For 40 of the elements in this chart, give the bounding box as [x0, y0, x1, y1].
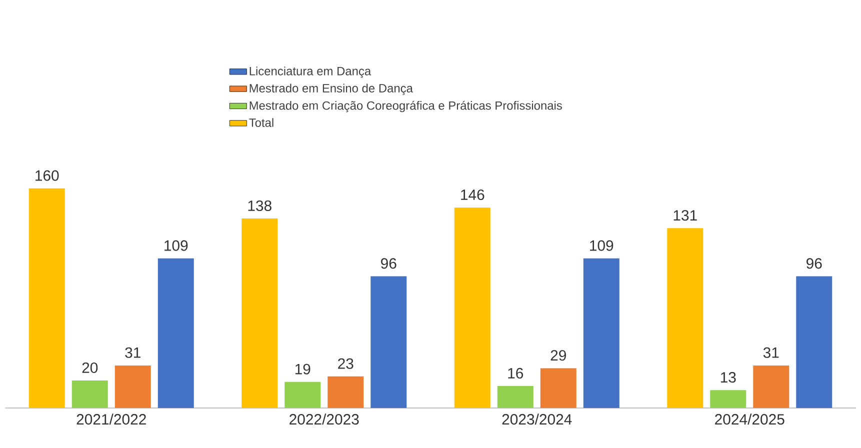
legend-label: Total [249, 118, 274, 127]
data-label: 16 [508, 368, 524, 379]
data-label: 160 [36, 170, 59, 181]
bar [540, 368, 576, 408]
bar [497, 386, 534, 408]
legend-label: Licenciatura em Dança [250, 66, 372, 78]
data-label: 13 [720, 372, 736, 383]
legend-label: Mestrado em Criação Coreográfica e Práticas Profissionais [250, 100, 562, 112]
data-label: 19 [295, 364, 310, 374]
bar [158, 258, 194, 408]
legend-label: Mestrado em Ensino de Dança [250, 84, 413, 95]
data-label: 31 [763, 347, 779, 358]
bar [796, 276, 832, 408]
data-label: 96 [806, 258, 822, 269]
data-label: 20 [82, 362, 98, 374]
bar [753, 365, 790, 408]
x-tick-label: 2023/2024 [502, 414, 572, 425]
bar [667, 228, 704, 408]
bar [583, 258, 620, 408]
data-label: 146 [461, 189, 484, 200]
bar [242, 218, 278, 408]
data-label: 31 [125, 347, 140, 358]
data-label: 96 [381, 258, 396, 269]
data-label: 109 [164, 240, 188, 251]
bar [454, 208, 490, 408]
x-tick-label: 2021/2022 [76, 414, 146, 425]
bar [114, 365, 151, 408]
bar [710, 390, 746, 408]
data-label: 138 [248, 200, 272, 212]
data-label: 23 [338, 358, 354, 369]
data-label: 109 [590, 240, 614, 251]
bar [328, 376, 364, 408]
data-label: 131 [674, 210, 697, 221]
x-tick-label: 2024/2025 [715, 414, 784, 425]
bar [284, 382, 321, 408]
x-tick-label: 2022/2023 [290, 414, 359, 425]
data-label: 29 [550, 350, 566, 361]
bar [28, 188, 65, 408]
bar [72, 380, 108, 408]
bar [370, 276, 407, 408]
